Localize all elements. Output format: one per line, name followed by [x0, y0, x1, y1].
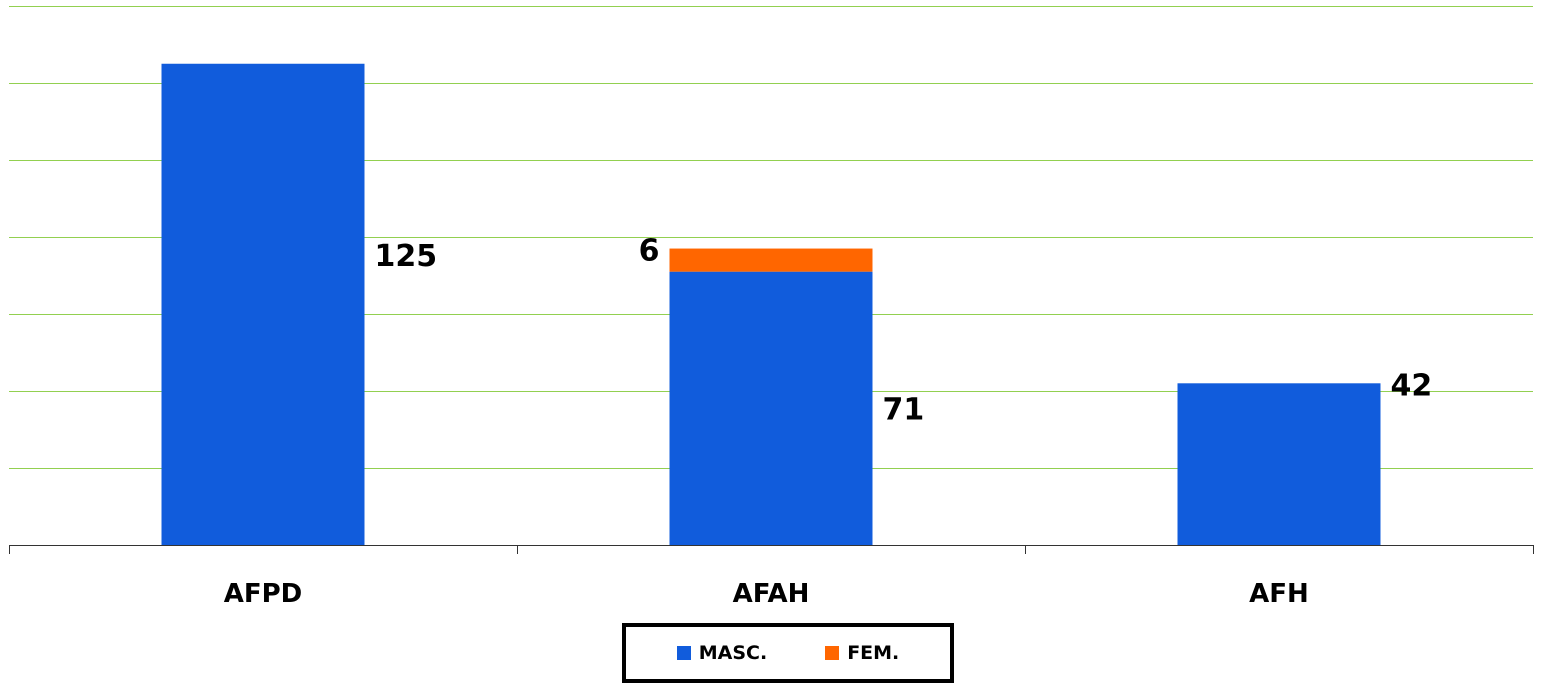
bar-afh-masc: [1177, 383, 1381, 545]
legend-label-fem: FEM.: [847, 642, 900, 664]
legend-item-masc: MASC.: [676, 642, 768, 664]
bar-afpd-masc: [161, 63, 365, 545]
bars: [161, 63, 1381, 545]
data-label-afh-masc: 42: [1391, 368, 1433, 403]
category-label-afpd: AFPD: [224, 579, 303, 609]
legend: MASC. FEM.: [622, 623, 954, 683]
category-label-afh: AFH: [1249, 579, 1309, 609]
legend-swatch-masc: [676, 646, 691, 660]
legend-label-masc: MASC.: [698, 642, 768, 664]
legend-item-fem: FEM.: [825, 642, 899, 664]
data-label-afah-masc: 71: [883, 392, 925, 427]
category-labels: AFPD AFAH AFH: [224, 579, 1309, 609]
legend-swatch-fem: [825, 646, 840, 660]
x-axis: [9, 545, 1534, 554]
category-label-afah: AFAH: [733, 579, 810, 609]
data-label-afah-fem: 6: [639, 234, 660, 269]
bar-afah-fem: [669, 248, 873, 272]
data-label-afpd-masc: 125: [375, 239, 438, 274]
data-labels: 125 71 6 42: [375, 234, 1433, 428]
bar-afah-masc: [669, 271, 873, 545]
